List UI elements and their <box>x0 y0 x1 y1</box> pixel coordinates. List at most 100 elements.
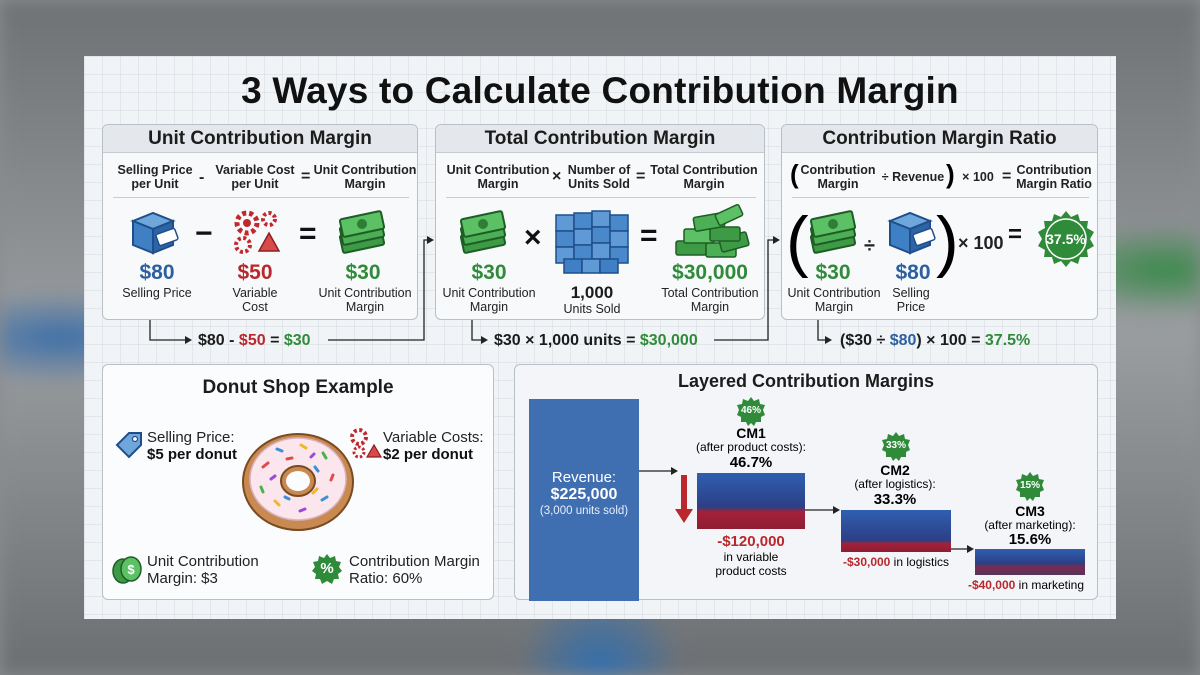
cm3-name: CM3 <box>1015 503 1045 519</box>
panel-layered-margins: Layered Contribution Margins Revenue: $2… <box>514 364 1098 601</box>
dollar-coins-icon: $ <box>112 556 142 584</box>
var-cost-label: Variable Costs: <box>383 429 484 446</box>
infographic-card: 3 Ways to Calculate Contribution Margin … <box>84 56 1116 619</box>
selling-price-label: Selling Price <box>122 286 192 300</box>
layered-heading: Layered Contribution Margins <box>677 371 935 391</box>
cash-stack-icon <box>459 210 507 254</box>
ratio-result: 37.5% <box>1046 231 1086 247</box>
panel-total-contribution-margin: Total Contribution Margin Unit Contribut… <box>435 124 765 320</box>
cm2-name: CM2 <box>880 462 910 478</box>
cm1-name: CM1 <box>736 425 766 441</box>
money-pile-icon <box>675 203 750 258</box>
formula-div-revenue: ÷ Revenue <box>881 170 945 184</box>
cm3-cost: -$40,000 <box>967 578 1016 592</box>
formula-equals: = <box>1002 168 1012 185</box>
summary-b: $50 <box>238 332 266 349</box>
times-100-operator: × 100 <box>958 233 1004 253</box>
cm1-bar <box>697 473 805 529</box>
units-sold-label: Units Sold <box>563 302 621 316</box>
revenue-label: Revenue: <box>551 469 617 486</box>
formula-units-sold: Number of Units Sold <box>567 163 631 191</box>
cash-stack-icon <box>338 210 386 254</box>
formula-unit-cm: Unit Contribution Margin <box>313 163 417 191</box>
selling-price-label: Selling Price <box>892 286 930 314</box>
box-tag-icon <box>887 211 936 255</box>
divider <box>446 197 756 198</box>
var-cost-value: $2 per donut <box>383 446 474 463</box>
divider <box>792 197 1089 198</box>
times-operator: × <box>524 221 542 254</box>
formula-total-cm: Total Contribution Margin <box>650 163 758 191</box>
unit-cm-label: Unit Contribution Margin <box>787 286 881 314</box>
formula-selling-price: Selling Price per Unit <box>117 163 193 191</box>
summary-cm-ratio: ($30 ÷ $80) × 100 = 37.5% <box>840 332 1030 350</box>
cm2-cost-line: -$30,000 in logistics <box>821 555 971 569</box>
cm2-pct: 33.3% <box>873 491 917 508</box>
ucm-value: Margin: $3 <box>147 570 218 587</box>
total-cm-value: $30,000 <box>672 261 748 284</box>
cm2-bar <box>841 510 951 552</box>
flow-arrows <box>639 467 974 553</box>
panel-donut-example: Donut Shop Example Selling Price: $5 per… <box>102 364 494 600</box>
price-tag-icon <box>115 432 142 459</box>
cm3-pct: 15.6% <box>1008 531 1052 548</box>
cm1-pct: 46.7% <box>729 454 773 471</box>
summary-unit-cm: $80 - $50 = $30 <box>198 332 311 350</box>
variable-cost-label: Variable Cost <box>232 286 278 314</box>
page-title: 3 Ways to Calculate Contribution Margin <box>241 70 959 111</box>
cm1-cost: -$120,000 <box>717 533 785 550</box>
formula-cm: Contribution Margin <box>800 163 876 191</box>
panel-contribution-margin-ratio: Contribution Margin Ratio ( Contribution… <box>781 124 1098 320</box>
cash-stack-icon <box>809 210 857 254</box>
big-paren-open: ( <box>786 203 809 279</box>
cm3-badge: 15% <box>1019 480 1040 491</box>
panel-heading: Total Contribution Margin <box>436 125 764 153</box>
selling-price-value: $80 <box>139 261 175 284</box>
summary-total-cm: $30 × 1,000 units = $30,000 <box>494 332 698 350</box>
summary-a: $30 × 1,000 units = <box>494 332 640 349</box>
minus-operator: − <box>195 217 213 250</box>
formula-cm-ratio: Contribution Margin Ratio <box>1016 163 1092 191</box>
panel-heading: Contribution Margin Ratio <box>782 125 1097 153</box>
summary-op: - <box>224 332 239 349</box>
divide-operator: ÷ <box>864 235 875 257</box>
cm1-cost-line1: in variable <box>723 550 779 564</box>
cm1-desc: (after product costs): <box>695 440 807 454</box>
gears-icon <box>350 428 383 459</box>
equals-operator: = <box>299 217 317 250</box>
formula-equals: = <box>636 168 646 185</box>
formula-times-100: × 100 <box>962 170 994 184</box>
unit-cm-value: $30 <box>345 261 381 284</box>
formula-variable-cost: Variable Cost per Unit <box>215 163 295 191</box>
selling-price-value: $80 <box>895 261 931 284</box>
revenue-value: $225,000 <box>550 486 618 503</box>
panel-unit-contribution-margin: Unit Contribution Margin Selling Price p… <box>102 124 418 320</box>
cm3-cost-suffix: in marketing <box>1015 578 1085 592</box>
equals-operator: = <box>1008 221 1023 248</box>
percent-badge-icon <box>312 554 342 584</box>
unit-cm-label: Unit Contribution Margin <box>318 286 412 314</box>
cmr-value: Ratio: 60% <box>349 570 423 587</box>
boxes-icon <box>555 210 629 274</box>
formula-minus: - <box>199 169 205 186</box>
cm3-desc: (after marketing): <box>984 518 1076 532</box>
price-value: $5 per donut <box>147 446 238 463</box>
box-tag-icon <box>130 211 179 255</box>
donut-heading: Donut Shop Example <box>202 377 394 398</box>
ratio-badge <box>1038 211 1094 267</box>
summary-a: $80 <box>198 332 225 349</box>
cm2-badge-icon <box>882 432 910 461</box>
revenue-units: (3,000 units sold) <box>539 505 629 517</box>
gears-icon <box>234 210 281 254</box>
cm2-desc: (after logistics): <box>854 477 936 491</box>
revenue-bar <box>529 399 639 601</box>
cm1-cost-line2: product costs <box>715 564 787 578</box>
cm2-badge: 33% <box>885 440 906 451</box>
summary-c: ) × 100 = <box>916 332 985 349</box>
units-sold-value: 1,000 <box>570 283 614 302</box>
donut-icon <box>242 433 354 531</box>
formula-unit-cm: Unit Contribution Margin <box>446 163 550 191</box>
unit-cm-value: $30 <box>471 261 507 284</box>
cm1-badge: 46% <box>740 405 761 416</box>
unit-cm-label: Unit Contribution Margin <box>442 286 536 314</box>
